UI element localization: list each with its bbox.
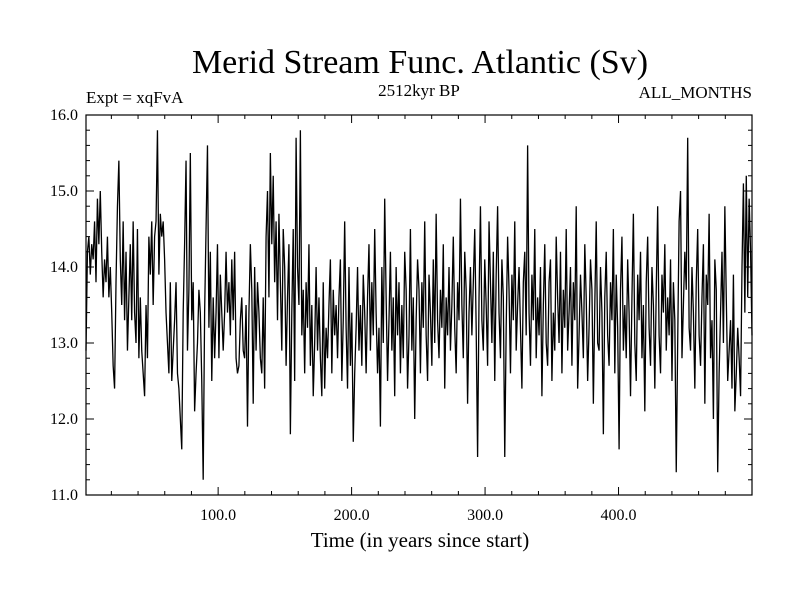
x-axis-label: Time (in years since start) — [311, 528, 530, 552]
series-layer — [85, 130, 753, 480]
y-tick-label: 11.0 — [51, 487, 78, 504]
y-tick-label: 14.0 — [50, 259, 78, 276]
period-label: 2512kyr BP — [378, 81, 460, 100]
chart-title: Merid Stream Func. Atlantic (Sv) — [192, 44, 648, 81]
y-tick-label: 15.0 — [50, 183, 78, 200]
y-tick-label: 13.0 — [50, 335, 78, 352]
x-tick-label: 100.0 — [200, 507, 236, 524]
y-tick-label: 16.0 — [50, 107, 78, 124]
experiment-label: Expt = xqFvA — [86, 88, 184, 107]
months-label: ALL_MONTHS — [639, 83, 752, 102]
series-line — [85, 130, 753, 480]
y-tick-label: 12.0 — [50, 411, 78, 428]
x-tick-label: 200.0 — [334, 507, 370, 524]
plot-frame — [85, 114, 753, 496]
tick-layer: 11.0 12.0 13.0 14.0 15.0 16.0 100.0 200.0 300.0 4… — [50, 107, 752, 524]
x-tick-label: 400.0 — [601, 507, 637, 524]
x-tick-label: 300.0 — [467, 507, 503, 524]
